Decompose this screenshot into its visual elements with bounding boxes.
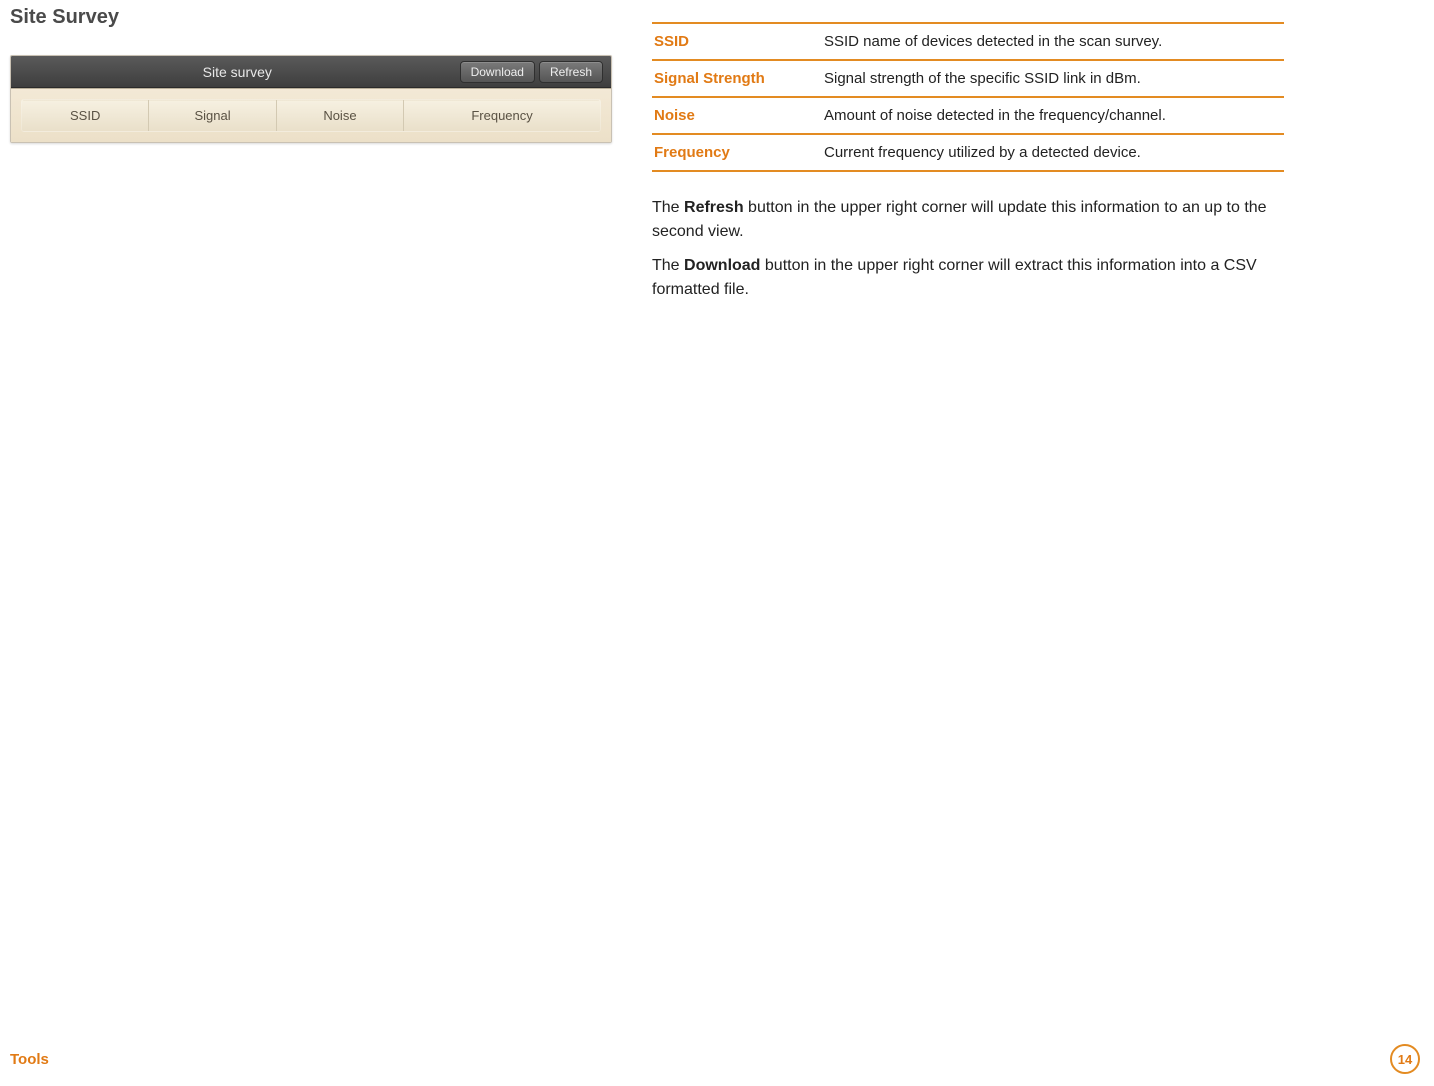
bold-download: Download <box>684 257 760 274</box>
site-survey-panel: Site survey Download Refresh SSID Signal… <box>10 55 612 143</box>
text: button in the upper right corner will up… <box>652 199 1267 240</box>
page-title: Site Survey <box>10 6 119 29</box>
desc-ssid: SSID name of devices detected in the sca… <box>822 23 1284 60</box>
desc-frequency: Current frequency utilized by a detected… <box>822 134 1284 171</box>
page-number-badge: 14 <box>1390 1044 1420 1074</box>
right-column: SSID SSID name of devices detected in th… <box>652 22 1284 312</box>
col-signal: Signal <box>149 100 276 132</box>
panel-header: Site survey Download Refresh <box>11 56 611 88</box>
table-row: Noise Amount of noise detected in the fr… <box>652 97 1284 134</box>
definitions-table: SSID SSID name of devices detected in th… <box>652 22 1284 172</box>
table-row: Signal Strength Signal strength of the s… <box>652 60 1284 97</box>
col-noise: Noise <box>276 100 403 132</box>
panel-body: SSID Signal Noise Frequency <box>11 88 611 142</box>
download-button[interactable]: Download <box>460 61 535 83</box>
col-frequency: Frequency <box>404 100 601 132</box>
desc-signal-strength: Signal strength of the specific SSID lin… <box>822 60 1284 97</box>
columns-table: SSID Signal Noise Frequency <box>21 99 601 132</box>
term-signal-strength: Signal Strength <box>652 60 822 97</box>
footer-section-label: Tools <box>10 1051 49 1068</box>
paragraph-download: The Download button in the upper right c… <box>652 254 1284 302</box>
description-paragraphs: The Refresh button in the upper right co… <box>652 196 1284 302</box>
bold-refresh: Refresh <box>684 199 744 216</box>
table-header-row: SSID Signal Noise Frequency <box>22 100 601 132</box>
desc-noise: Amount of noise detected in the frequenc… <box>822 97 1284 134</box>
term-noise: Noise <box>652 97 822 134</box>
term-frequency: Frequency <box>652 134 822 171</box>
term-ssid: SSID <box>652 23 822 60</box>
text: The <box>652 257 684 274</box>
text: The <box>652 199 684 216</box>
paragraph-refresh: The Refresh button in the upper right co… <box>652 196 1284 244</box>
panel-title: Site survey <box>19 64 456 80</box>
col-ssid: SSID <box>22 100 149 132</box>
refresh-button[interactable]: Refresh <box>539 61 603 83</box>
table-row: Frequency Current frequency utilized by … <box>652 134 1284 171</box>
table-row: SSID SSID name of devices detected in th… <box>652 23 1284 60</box>
